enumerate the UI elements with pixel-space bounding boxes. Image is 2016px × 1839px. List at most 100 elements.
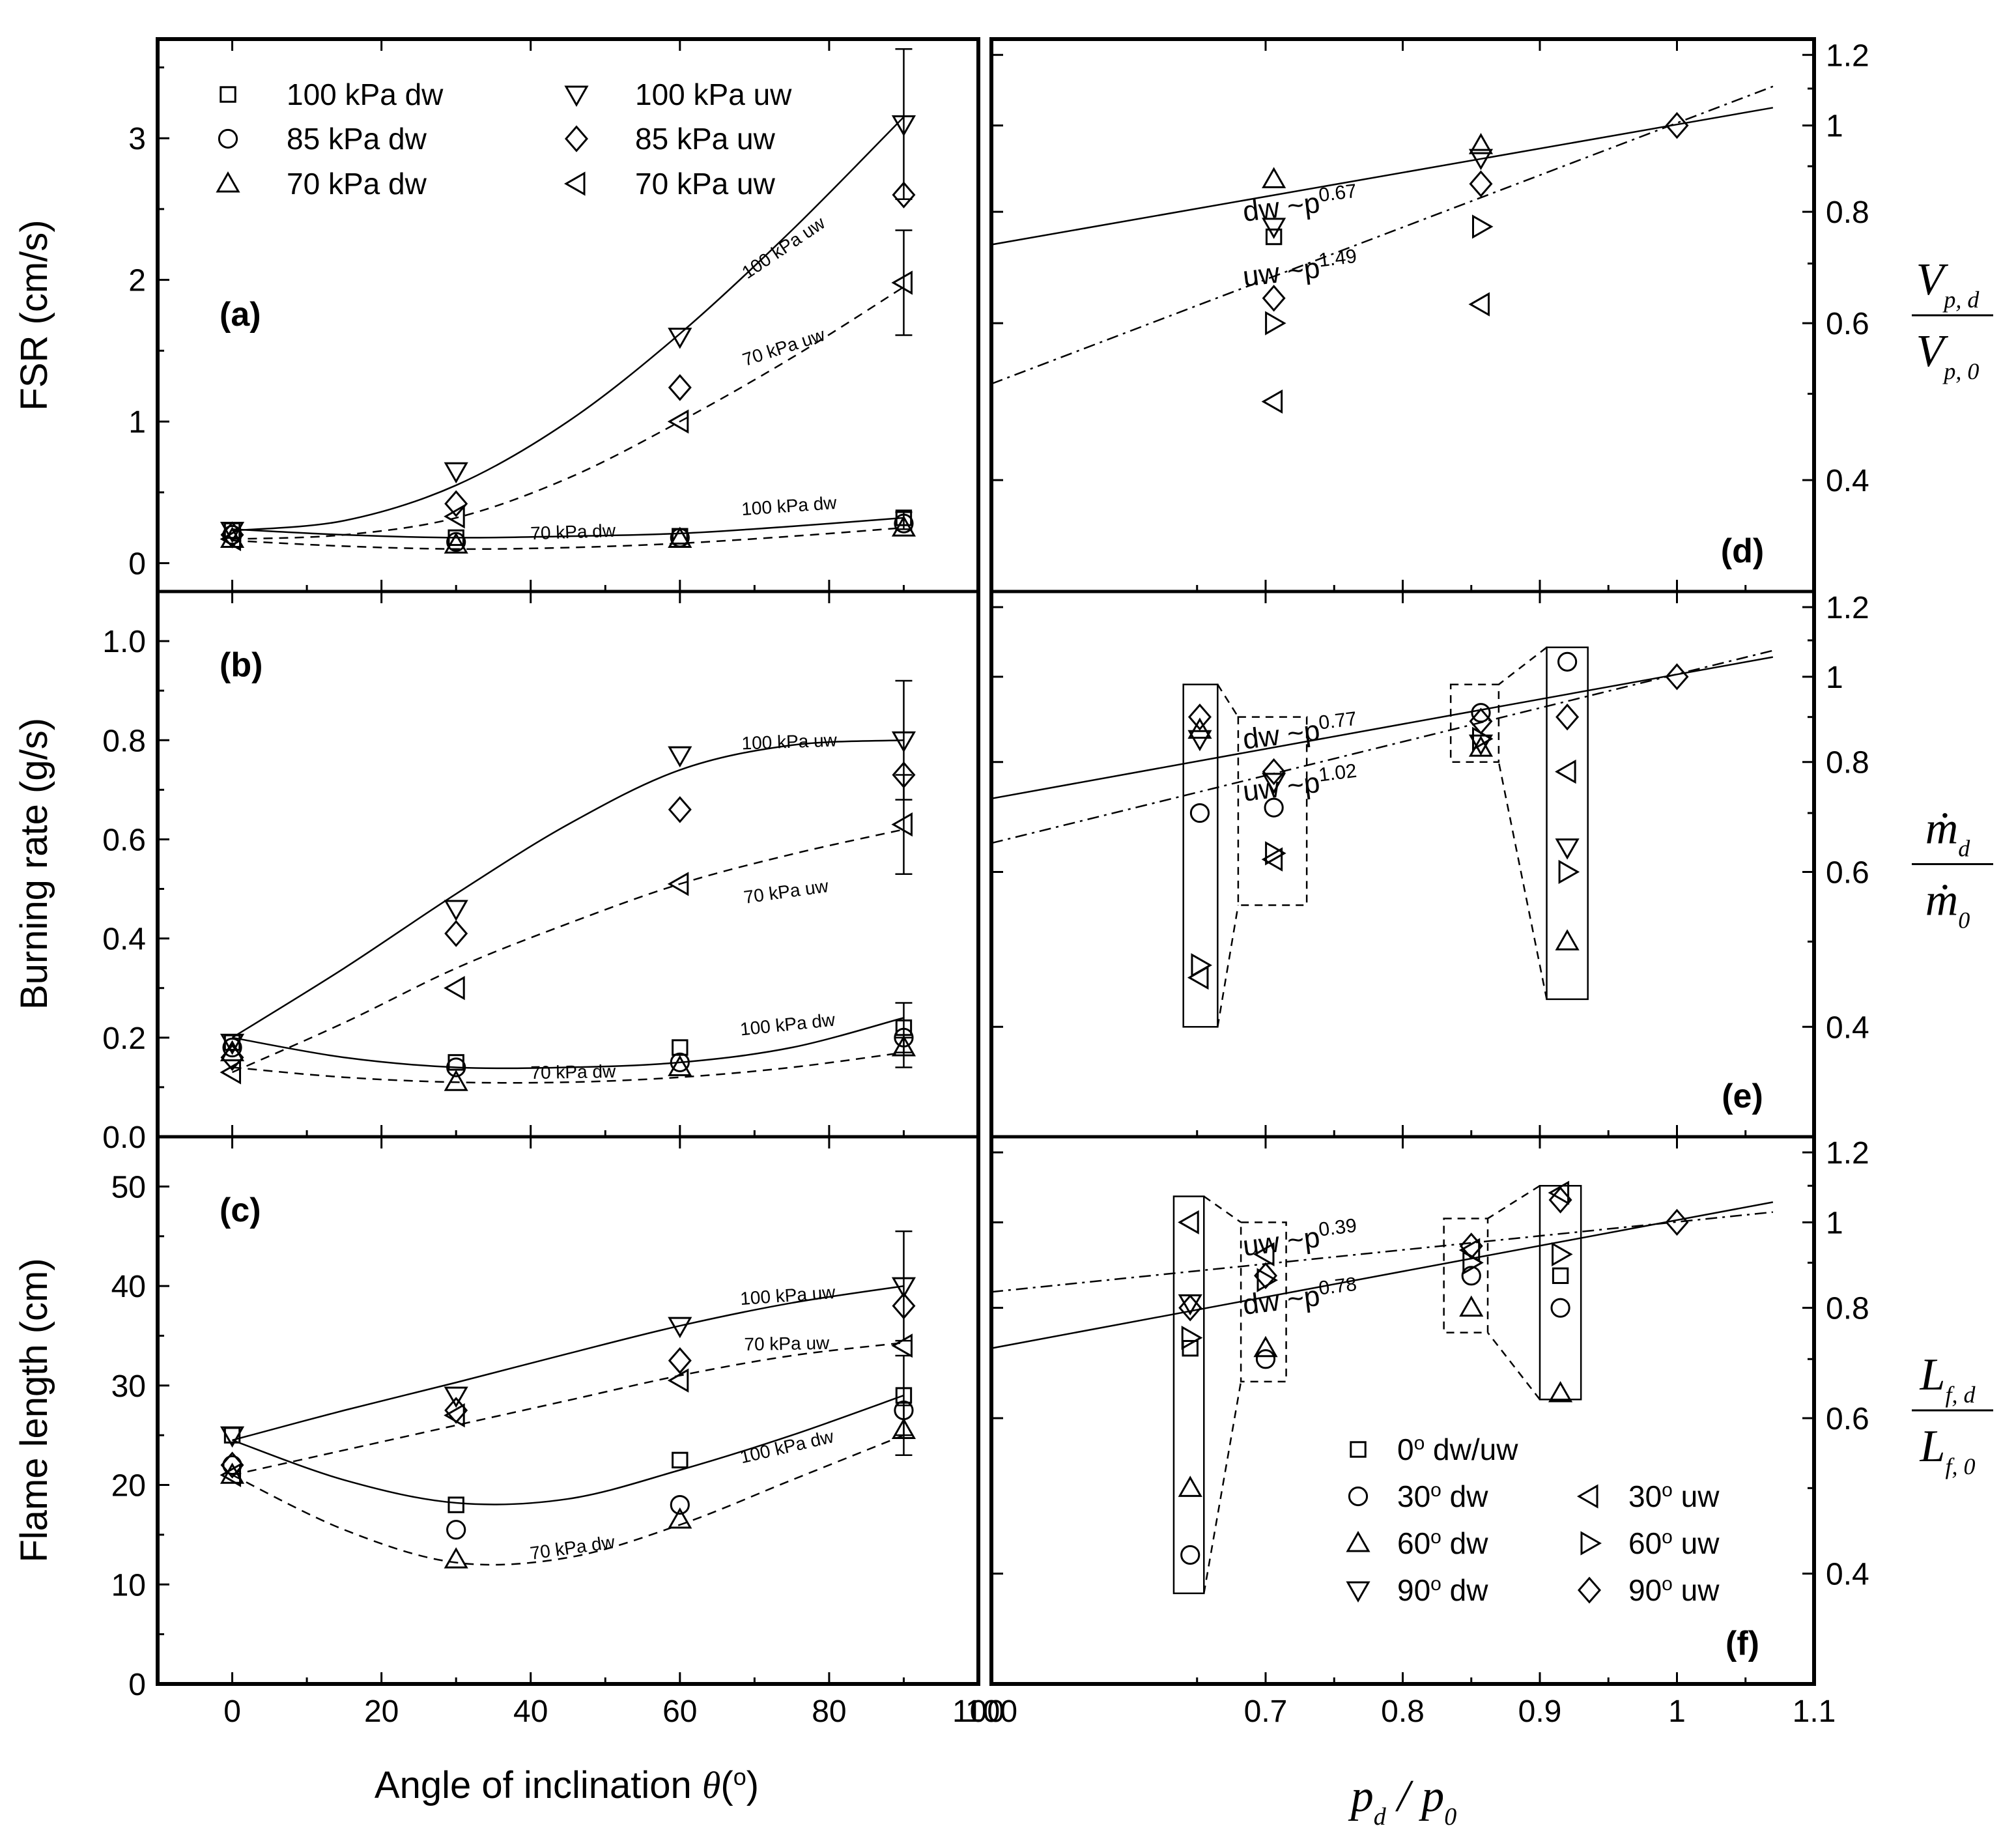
x-tick-label: 0.8 [1381, 1694, 1425, 1729]
data-point [892, 1292, 916, 1320]
data-point [1262, 218, 1286, 239]
panel-label: (c) [220, 1191, 261, 1229]
data-point [891, 115, 916, 137]
data-point [1468, 734, 1494, 756]
x-tick-label: 1.1 [1793, 1694, 1836, 1729]
x-tick-label: 100 [952, 1694, 1004, 1729]
y-tick-label: 0.8 [102, 724, 146, 758]
y-tick-label: 30 [111, 1369, 146, 1404]
y-tick-label: 1.2 [1826, 38, 1869, 73]
x-tick-label: 0.9 [1518, 1694, 1562, 1729]
y-tick-label: 0 [128, 1668, 146, 1702]
inset-point [1555, 760, 1576, 784]
inset-point [1558, 859, 1580, 885]
data-point [1665, 111, 1689, 139]
fit-line [991, 107, 1774, 246]
inset-connector [1203, 1195, 1242, 1223]
legend-label: 90o uw [1628, 1573, 1720, 1608]
x-tick-label-shared: 100 [965, 1694, 1017, 1729]
data-point [220, 1426, 245, 1448]
inset-point [1555, 838, 1580, 860]
x-tick-label: 1 [1668, 1694, 1686, 1729]
data-point [220, 1451, 244, 1479]
inset-point [1557, 651, 1578, 672]
data-point [444, 462, 468, 484]
legend-f: 0o dw/uw 30o dw 30o uw 60o dw 60o uw 90o dw 90… [1346, 1433, 1720, 1608]
panel-c: 0 10 20 30 40 50 (c) [111, 1137, 980, 1702]
ratio-numerator: Lf, d [1920, 1350, 1976, 1408]
y-tick-label: 0.4 [1826, 1558, 1869, 1592]
legend-label: 70 kPa uw [635, 167, 776, 201]
inset-box [1172, 1195, 1205, 1595]
data-point [1261, 847, 1283, 872]
fit-line [991, 656, 1774, 800]
data-point [668, 746, 692, 768]
data-point [444, 1070, 468, 1091]
inset-box [1539, 1184, 1582, 1401]
y-tick-label: 0 [128, 547, 146, 582]
legend-label: 60o dw [1397, 1526, 1488, 1561]
data-point [222, 1037, 242, 1058]
legend-marker [1580, 1531, 1602, 1556]
curve-label: 100 kPa uw [741, 730, 838, 753]
data-point [444, 490, 468, 517]
curve-label: 70 kPa uw [740, 324, 828, 370]
legend-label: 85 kPa uw [635, 122, 776, 156]
ratio-label: Lf, d Lf, 0 [1912, 1350, 1993, 1479]
y-tick-label: 0.4 [102, 922, 146, 957]
inset-connector [1203, 1381, 1242, 1594]
x-axis-label-right: pd / p0 [1348, 1771, 1456, 1831]
data-point [444, 1386, 468, 1408]
data-point [1265, 311, 1286, 335]
curve-label: 70 kPa dw [529, 1532, 617, 1563]
data-point [891, 731, 916, 753]
ratio-numerator: Vp, d [1916, 255, 1980, 313]
y-tick-label: 20 [111, 1469, 146, 1504]
data-point [220, 1033, 245, 1055]
inset-box [1182, 683, 1219, 1028]
y-tick-label: 1 [1826, 109, 1843, 144]
ratio-denominator: Lf, 0 [1920, 1421, 1976, 1479]
y-tick-label: 0.6 [1826, 1402, 1869, 1436]
inset-point [1181, 1325, 1203, 1350]
data-point [446, 1520, 466, 1540]
fit-curve [232, 116, 905, 532]
fit-curve [231, 739, 904, 1038]
legend-label: 0o dw/uw [1397, 1433, 1518, 1467]
legend-marker [1346, 1530, 1370, 1552]
data-point [1265, 841, 1286, 866]
curve-label: 100 kPa uw [739, 1282, 836, 1309]
inset-point [1555, 929, 1580, 950]
legend-marker [565, 125, 588, 152]
data-point [444, 1403, 465, 1428]
data-point [891, 1333, 913, 1358]
fit-curve [232, 1394, 904, 1505]
data-point [667, 1368, 689, 1393]
y-axis-label: FSR (cm/s) [13, 220, 55, 410]
inset-point [1548, 1186, 1572, 1214]
data-point [1262, 758, 1286, 786]
x-tick-label: 40 [513, 1694, 548, 1729]
data-point [447, 1496, 464, 1513]
legend-label: 85 kPa dw [287, 122, 427, 156]
y-tick-label: 40 [111, 1270, 146, 1304]
inset-point [1550, 1298, 1570, 1318]
inset-point [1187, 965, 1209, 990]
y-tick-label: 3 [128, 122, 146, 156]
legend-label: 60o uw [1628, 1526, 1720, 1561]
data-point [672, 1451, 689, 1469]
y-tick-label: 0.6 [1826, 855, 1869, 890]
data-point [222, 524, 242, 545]
data-point [892, 761, 916, 789]
legend-label: 90o dw [1397, 1573, 1488, 1608]
legend-marker [564, 85, 589, 107]
data-point [1468, 292, 1490, 317]
inset-point [1552, 1242, 1573, 1267]
inset-connector [1498, 762, 1548, 1000]
data-point [1471, 214, 1494, 239]
data-point [672, 1039, 689, 1056]
y-tick-label: 0.8 [1826, 195, 1869, 230]
